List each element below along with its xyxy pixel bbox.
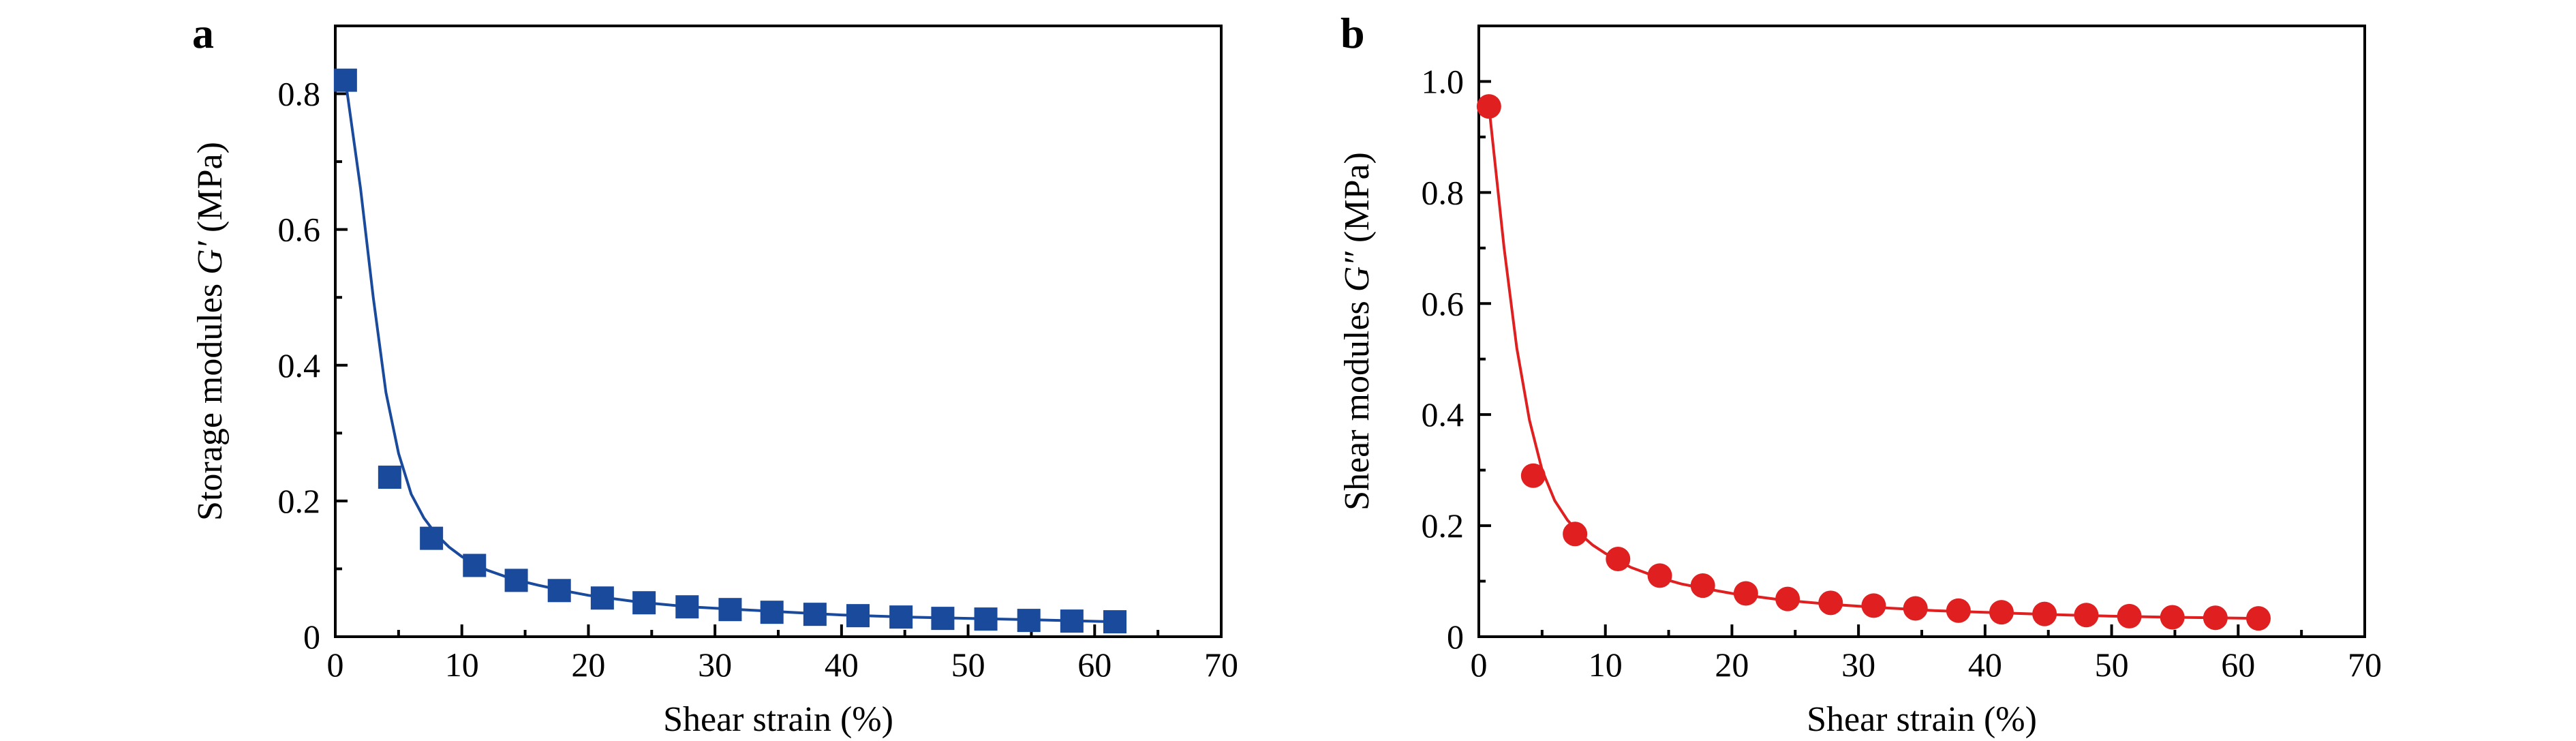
data-point-b [1903, 596, 1928, 621]
x-axis-label-a: Shear strain (%) [663, 700, 893, 739]
data-point-a [420, 526, 444, 550]
plot-frame-a [334, 25, 1223, 638]
data-point-a [504, 569, 528, 592]
fit-curve-a [343, 80, 1116, 624]
data-point-a [590, 586, 614, 610]
data-points-b [1476, 94, 2271, 631]
chart-panel-b: b 0 10 20 30 40 50 60 70 0 0.2 0.4 0.6 0.8 1.0 Shear … [1338, 9, 2382, 739]
x-tick-label-a: 50 [951, 646, 985, 684]
x-tick-label-b: 10 [1589, 646, 1623, 684]
x-tick-label-b: 30 [1841, 646, 1875, 684]
x-tick-label-a: 20 [571, 646, 605, 684]
y-tick-label-b: 0.8 [1422, 173, 1465, 211]
x-tick-label-b: 0 [1471, 646, 1488, 684]
panel-label-a: a [192, 9, 214, 57]
x-tick-label-a: 40 [825, 646, 859, 684]
x-tick-label-b: 40 [1968, 646, 2002, 684]
data-point-a [889, 605, 913, 629]
data-point-b [1733, 581, 1758, 606]
fit-curve-b [1487, 106, 2259, 620]
data-points-a [333, 68, 1126, 634]
y-tick-label-b: 0.6 [1422, 284, 1465, 322]
data-point-b [2074, 603, 2099, 628]
data-point-a [1060, 609, 1084, 633]
y-axis-label-b-prefix: Shear modules [1338, 292, 1377, 511]
data-point-b [1818, 590, 1843, 616]
y-axis-label-b-symbol: G″ [1338, 251, 1377, 292]
data-point-a [803, 603, 827, 626]
x-tick-label-a: 30 [698, 646, 732, 684]
y-tick-label-b: 0.2 [1422, 506, 1465, 545]
data-point-b [1476, 94, 1501, 119]
x-tick-label-b: 50 [2095, 646, 2129, 684]
y-axis-label-b: Shear modules G″ (MPa) [1338, 152, 1377, 511]
data-point-b [1647, 563, 1672, 588]
y-tick-label-a: 0.2 [278, 482, 321, 520]
x-axis-label-b: Shear strain (%) [1807, 700, 2037, 739]
data-point-b [1775, 586, 1800, 611]
data-point-a [675, 595, 699, 619]
data-point-b [1606, 546, 1631, 571]
tick-labels-a: 0 10 20 30 40 50 60 70 0 0.2 0.4 0.6 0.8 [278, 75, 1239, 684]
data-point-b [2117, 603, 2142, 629]
data-point-b [1989, 600, 2014, 625]
x-tick-label-a: 70 [1204, 646, 1238, 684]
data-point-b [2246, 606, 2271, 631]
y-axis-label-a-suffix: (MPa) [191, 142, 230, 241]
ticks-a [334, 92, 1223, 638]
panel-label-b: b [1340, 9, 1365, 57]
ticks-b [1477, 80, 2366, 638]
y-tick-label-a: 0.4 [278, 346, 321, 384]
data-point-a [378, 466, 401, 489]
data-point-a [718, 598, 742, 622]
data-point-b [1690, 573, 1715, 599]
x-tick-label-a: 60 [1077, 646, 1111, 684]
data-point-b [2032, 601, 2057, 626]
data-point-a [632, 591, 656, 615]
data-point-b [1946, 598, 1971, 623]
data-point-a [846, 604, 870, 628]
data-point-a [463, 554, 487, 577]
y-tick-label-a: 0.8 [278, 75, 321, 113]
chart-panel-a: a 0 10 20 30 40 50 60 70 0 0.2 0.4 0.6 0.8 Shear str… [191, 9, 1238, 739]
x-tick-label-b: 20 [1715, 646, 1749, 684]
y-axis-label-b-suffix: (MPa) [1338, 152, 1377, 252]
y-tick-label-a: 0 [303, 618, 320, 656]
data-point-b [2160, 605, 2185, 630]
y-tick-label-a: 0.6 [278, 211, 321, 249]
data-point-b [2203, 605, 2228, 631]
data-point-a [931, 607, 955, 631]
x-tick-label-b: 70 [2348, 646, 2382, 684]
tick-labels-b: 0 10 20 30 40 50 60 70 0 0.2 0.4 0.6 0.8 1.0 [1422, 62, 2382, 684]
data-point-a [1103, 610, 1126, 634]
y-tick-label-b: 0.4 [1422, 395, 1465, 434]
x-tick-label-a: 10 [445, 646, 479, 684]
y-tick-label-b: 0 [1447, 618, 1464, 656]
y-axis-label-a: Storage modules G′ (MPa) [191, 142, 230, 521]
x-tick-label-b: 60 [2221, 646, 2255, 684]
y-axis-label-a-symbol: G′ [191, 240, 230, 275]
data-point-a [333, 68, 357, 92]
data-point-b [1861, 593, 1886, 618]
data-point-a [974, 607, 998, 631]
data-point-a [547, 579, 571, 603]
y-tick-label-b: 1.0 [1422, 62, 1465, 100]
plot-frame-b [1477, 25, 2366, 638]
data-point-a [760, 601, 784, 624]
data-point-b [1520, 463, 1546, 488]
y-axis-label-a-prefix: Storage modules [191, 275, 230, 521]
data-point-a [1017, 609, 1041, 633]
data-point-b [1563, 521, 1588, 547]
x-tick-label-a: 0 [327, 646, 344, 684]
